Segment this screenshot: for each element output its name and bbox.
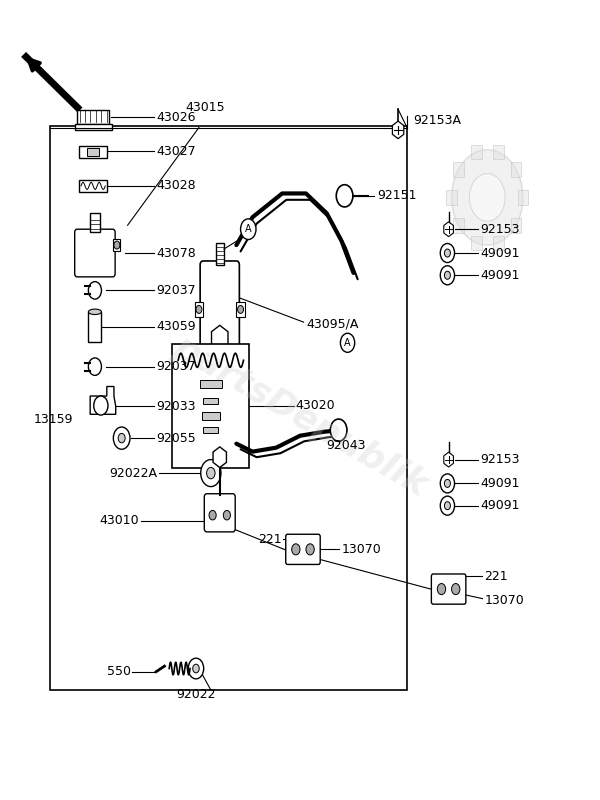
- Polygon shape: [74, 123, 112, 130]
- Polygon shape: [88, 147, 99, 156]
- Circle shape: [340, 334, 355, 352]
- Circle shape: [469, 174, 505, 222]
- Circle shape: [241, 219, 256, 239]
- Text: 49091: 49091: [480, 269, 520, 282]
- Text: 92153: 92153: [480, 222, 520, 236]
- Circle shape: [114, 241, 120, 249]
- Bar: [172, 344, 250, 467]
- Text: 43010: 43010: [100, 514, 139, 527]
- Bar: [195, 302, 203, 317]
- Circle shape: [445, 479, 451, 487]
- Text: 49091: 49091: [480, 499, 520, 512]
- Circle shape: [223, 510, 230, 520]
- Circle shape: [201, 459, 221, 486]
- Circle shape: [452, 583, 460, 594]
- Circle shape: [440, 496, 455, 515]
- Bar: [113, 238, 121, 251]
- Text: 92022A: 92022A: [109, 466, 157, 479]
- Circle shape: [306, 544, 314, 555]
- Bar: [453, 162, 464, 177]
- Polygon shape: [90, 386, 116, 414]
- Circle shape: [336, 185, 353, 207]
- Polygon shape: [79, 146, 107, 158]
- Text: 13070: 13070: [341, 543, 382, 556]
- Text: 92153A: 92153A: [413, 114, 461, 127]
- Circle shape: [88, 358, 101, 375]
- Circle shape: [238, 306, 244, 314]
- Text: 43027: 43027: [156, 145, 196, 158]
- Text: A: A: [344, 338, 351, 348]
- Text: 43095/A: 43095/A: [306, 318, 358, 330]
- Bar: [236, 302, 245, 317]
- Polygon shape: [79, 180, 107, 192]
- FancyBboxPatch shape: [204, 494, 235, 532]
- Text: 43028: 43028: [156, 179, 196, 192]
- Text: 49091: 49091: [480, 246, 520, 259]
- Text: 92033: 92033: [156, 400, 196, 413]
- FancyBboxPatch shape: [286, 534, 320, 565]
- Ellipse shape: [88, 309, 101, 314]
- Text: 43026: 43026: [156, 110, 196, 124]
- Bar: [88, 312, 101, 342]
- FancyBboxPatch shape: [75, 229, 115, 277]
- Text: 221: 221: [484, 570, 508, 583]
- Text: 49091: 49091: [480, 477, 520, 490]
- Bar: [471, 145, 482, 159]
- Circle shape: [292, 544, 300, 555]
- Bar: [200, 380, 222, 388]
- Text: 92151: 92151: [377, 190, 417, 202]
- Circle shape: [445, 249, 451, 257]
- Text: 92022: 92022: [176, 687, 216, 701]
- Circle shape: [196, 306, 202, 314]
- Circle shape: [437, 583, 446, 594]
- Bar: [518, 190, 528, 205]
- Circle shape: [331, 419, 347, 442]
- FancyBboxPatch shape: [200, 261, 239, 348]
- Text: 43015: 43015: [185, 101, 225, 114]
- Text: 92153: 92153: [480, 453, 520, 466]
- Text: A: A: [245, 224, 251, 234]
- Bar: [202, 412, 220, 420]
- Bar: [50, 126, 407, 690]
- Circle shape: [118, 434, 125, 443]
- Circle shape: [445, 502, 451, 510]
- Bar: [215, 242, 224, 265]
- Bar: [493, 236, 503, 250]
- Bar: [203, 398, 218, 404]
- Text: 92055: 92055: [156, 432, 196, 445]
- Circle shape: [209, 510, 216, 520]
- Bar: [203, 427, 218, 434]
- Text: 43020: 43020: [296, 399, 335, 413]
- Text: 221: 221: [259, 533, 282, 546]
- Circle shape: [206, 467, 215, 478]
- Text: 92043: 92043: [327, 438, 366, 452]
- Circle shape: [193, 664, 199, 673]
- Text: partsDepublik: partsDepublik: [167, 330, 433, 502]
- Circle shape: [188, 658, 204, 679]
- Text: 13070: 13070: [484, 594, 524, 606]
- Bar: [493, 145, 503, 159]
- Circle shape: [445, 271, 451, 279]
- Circle shape: [94, 396, 108, 415]
- Circle shape: [440, 243, 455, 262]
- Circle shape: [452, 150, 523, 245]
- Bar: [446, 190, 457, 205]
- FancyBboxPatch shape: [431, 574, 466, 604]
- Circle shape: [440, 474, 455, 493]
- Bar: [471, 236, 482, 250]
- Circle shape: [113, 427, 130, 450]
- Circle shape: [88, 282, 101, 299]
- Polygon shape: [77, 110, 109, 123]
- Bar: [511, 162, 521, 177]
- Text: 43078: 43078: [156, 246, 196, 259]
- Bar: [89, 214, 100, 232]
- Text: 92037: 92037: [156, 360, 196, 373]
- Circle shape: [440, 266, 455, 285]
- Text: 43059: 43059: [156, 321, 196, 334]
- Text: 13159: 13159: [34, 414, 73, 426]
- Bar: [453, 218, 464, 233]
- Text: 550: 550: [107, 666, 131, 678]
- Text: 92037: 92037: [156, 284, 196, 297]
- Bar: [511, 218, 521, 233]
